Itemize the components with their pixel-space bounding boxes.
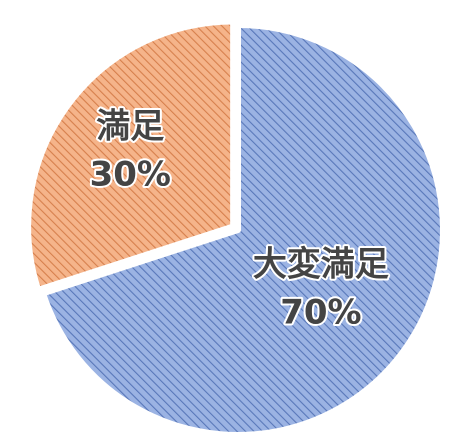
slice-value-label: 70% — [280, 293, 361, 333]
pie-slice-2 — [25, 18, 237, 293]
pie-labels: 大変満足 70% 満足 30% — [88, 104, 391, 334]
slice-value-label: 30% — [90, 154, 171, 194]
pie-slices — [25, 18, 446, 438]
slice-category-label: 満足 — [96, 106, 164, 146]
slice-category-label: 大変満足 — [253, 245, 389, 285]
pie-slice-1 — [40, 22, 446, 438]
